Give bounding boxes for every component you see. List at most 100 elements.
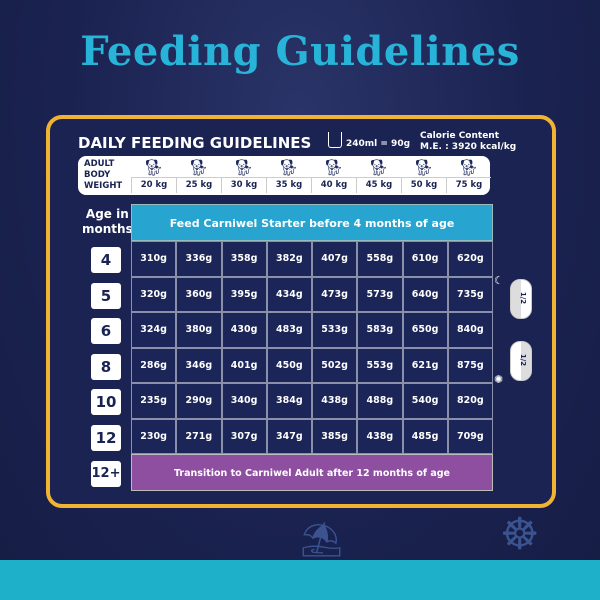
table-cell: 290g xyxy=(176,383,222,419)
table-cell: 358g xyxy=(221,241,267,277)
weight-label-line: BODY xyxy=(84,170,111,180)
dog-icon: 🐕︎ xyxy=(458,158,479,177)
weight-column: 🐕︎ 50 kg xyxy=(401,156,446,195)
bowl-fraction-label: 1/2 xyxy=(519,291,528,305)
table-cell: 380g xyxy=(176,312,222,348)
weight-value: 45 kg xyxy=(356,177,401,193)
table-cell: 430g xyxy=(221,312,267,348)
table-row: 320g 360g 395g 434g 473g 573g 640g 735g xyxy=(131,276,493,312)
table-cell: 347g xyxy=(266,418,312,454)
table-cell: 488g xyxy=(357,383,403,419)
table-cell: 438g xyxy=(357,418,403,454)
bottom-band xyxy=(0,560,600,600)
age-box: 5 xyxy=(91,282,121,309)
calorie-content: Calorie Content M.E. : 3920 kcal/kg xyxy=(420,131,516,153)
ferris-wheel-decoration: ☸ xyxy=(500,509,540,560)
table-cell: 502g xyxy=(312,347,358,383)
weight-column: 🐕︎ 20 kg xyxy=(131,156,176,195)
dog-icon: 🐕︎ xyxy=(323,158,344,177)
age-box: 8 xyxy=(91,353,121,380)
table-cell: 271g xyxy=(176,418,222,454)
carousel-decoration: ⛱ xyxy=(300,520,344,560)
cup-measure: 240ml = 90g xyxy=(346,139,411,149)
dog-icon: 🐕︎ xyxy=(143,158,164,177)
age-box: 4 xyxy=(91,247,121,273)
table-cell: 558g xyxy=(357,241,403,277)
bowl-fraction-label: 1/2 xyxy=(519,353,528,367)
table-cell: 384g xyxy=(266,383,312,419)
dog-icon: 🐕︎ xyxy=(413,158,434,177)
weight-value: 40 kg xyxy=(311,177,356,193)
weight-value: 30 kg xyxy=(221,177,266,193)
dog-icon: 🐕︎ xyxy=(233,158,254,177)
feeding-guidelines-card: DAILY FEEDING GUIDELINES 240ml = 90g Cal… xyxy=(46,115,556,508)
table-cell: 307g xyxy=(221,418,267,454)
measuring-cup-icon xyxy=(328,132,342,148)
table-cell: 610g xyxy=(402,241,448,277)
weight-column: 🐕︎ 45 kg xyxy=(356,156,401,195)
table-cell: 540g xyxy=(402,383,448,419)
table-cell: 735g xyxy=(447,276,493,312)
table-cell: 640g xyxy=(402,276,448,312)
weight-column: 🐕︎ 75 kg xyxy=(446,156,491,195)
table-cell: 382g xyxy=(266,241,312,277)
table-row: 235g 290g 340g 384g 438g 488g 540g 820g xyxy=(131,383,493,419)
calorie-value: M.E. : 3920 kcal/kg xyxy=(420,142,517,152)
dog-icon: 🐕︎ xyxy=(278,158,299,177)
weight-column: 🐕︎ 25 kg xyxy=(176,156,221,195)
table-cell: 533g xyxy=(312,312,358,348)
card-heading: DAILY FEEDING GUIDELINES xyxy=(78,134,312,152)
sun-icon: ✺ xyxy=(494,373,504,386)
weight-header: ADULT BODY WEIGHT 🐕︎ 20 kg 🐕︎ 25 kg 🐕︎ 30 kg 🐕… xyxy=(78,156,491,195)
age-label-line: months xyxy=(82,222,133,236)
table-cell: 473g xyxy=(312,276,358,312)
table-row: 324g 380g 430g 483g 533g 583g 650g 840g xyxy=(131,312,493,348)
table-cell: 340g xyxy=(221,383,267,419)
table-cell: 407g xyxy=(312,241,358,277)
weight-value: 20 kg xyxy=(131,177,176,193)
weight-column: 🐕︎ 40 kg xyxy=(311,156,356,195)
table-cell: 483g xyxy=(266,312,312,348)
dog-icon: 🐕︎ xyxy=(368,158,389,177)
table-cell: 395g xyxy=(221,276,267,312)
weight-column: 🐕︎ 35 kg xyxy=(266,156,311,195)
table-cell: 310g xyxy=(131,241,177,277)
starter-note: Feed Carniwel Starter before 4 months of… xyxy=(131,204,493,241)
weight-value: 25 kg xyxy=(176,177,221,193)
table-cell: 320g xyxy=(131,276,177,312)
table-cell: 650g xyxy=(402,312,448,348)
table-cell: 485g xyxy=(402,418,448,454)
calorie-title: Calorie Content xyxy=(420,131,500,141)
table-cell: 434g xyxy=(266,276,312,312)
feeding-table: Feed Carniwel Starter before 4 months of… xyxy=(131,204,493,491)
page-title: Feeding Guidelines xyxy=(80,28,520,75)
table-cell: 336g xyxy=(176,241,222,277)
table-cell: 346g xyxy=(176,347,222,383)
table-row: 230g 271g 307g 347g 385g 438g 485g 709g xyxy=(131,418,493,454)
table-row: 286g 346g 401g 450g 502g 553g 621g 875g xyxy=(131,347,493,383)
weight-value: 50 kg xyxy=(401,177,446,193)
food-bowl-icon: 1/2 xyxy=(510,341,532,381)
table-cell: 235g xyxy=(131,383,177,419)
table-cell: 840g xyxy=(447,312,493,348)
table-cell: 230g xyxy=(131,418,177,454)
weight-label-line: WEIGHT xyxy=(84,181,123,191)
weight-column: 🐕︎ 30 kg xyxy=(221,156,266,195)
table-cell: 450g xyxy=(266,347,312,383)
weight-label: ADULT BODY WEIGHT xyxy=(84,159,122,192)
table-cell: 324g xyxy=(131,312,177,348)
table-cell: 820g xyxy=(447,383,493,419)
dog-icon: 🐕︎ xyxy=(188,158,209,177)
table-cell: 553g xyxy=(357,347,403,383)
age-label: Age in months xyxy=(82,207,133,237)
table-row: 310g 336g 358g 382g 407g 558g 610g 620g xyxy=(131,241,493,277)
table-cell: 286g xyxy=(131,347,177,383)
weight-label-line: ADULT xyxy=(84,159,115,169)
moon-icon: ☾ xyxy=(494,274,504,287)
table-cell: 620g xyxy=(447,241,493,277)
table-cell: 583g xyxy=(357,312,403,348)
age-box: 12 xyxy=(91,424,121,451)
age-box: 6 xyxy=(91,318,121,344)
age-box: 12+ xyxy=(91,461,121,487)
table-cell: 573g xyxy=(357,276,403,312)
